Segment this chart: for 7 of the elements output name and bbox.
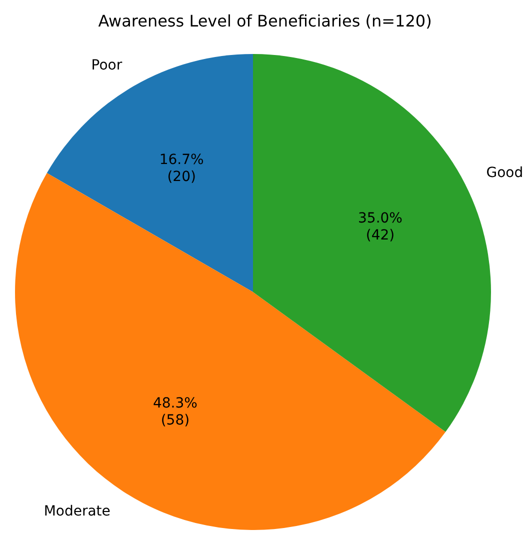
- data-label: 16.7% (20): [159, 152, 204, 185]
- slice-label: Moderate: [44, 504, 110, 520]
- slice-label: Poor: [91, 57, 122, 74]
- data-label: 48.3% (58): [152, 395, 198, 428]
- data-label: 35.0% (42): [358, 210, 402, 244]
- slice-label: Good: [486, 165, 524, 182]
- chart-title: Awareness Level of Beneficiaries (n=120): [98, 12, 432, 30]
